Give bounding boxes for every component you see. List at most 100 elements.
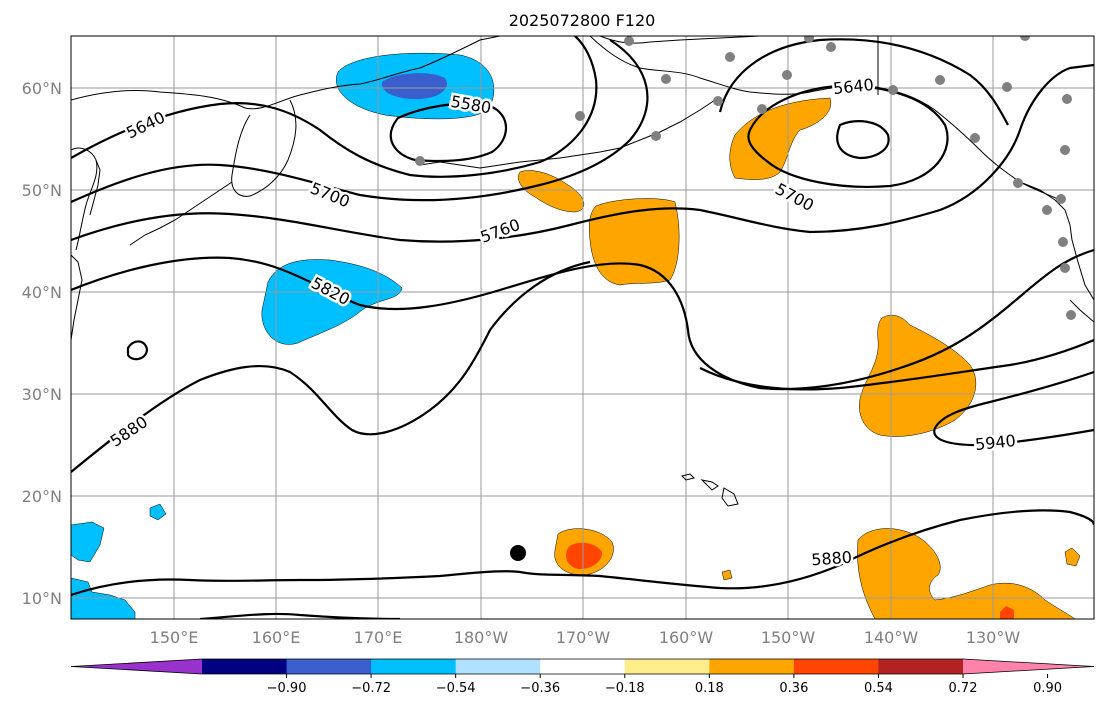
station-dot (1056, 194, 1066, 204)
coast-kamchatka (231, 99, 297, 197)
station-dot (970, 133, 980, 143)
colorbar-segment (878, 659, 964, 674)
anomaly-red-hawaii-south (566, 542, 603, 570)
station-dot (1002, 82, 1012, 92)
contour-label: 5880 (811, 548, 853, 570)
coast-hawaii (681, 473, 739, 507)
lat-tick-label: 60°N (22, 79, 62, 98)
lon-tick-label: 150°E (150, 628, 199, 647)
station-dot (1062, 94, 1072, 104)
lon-tick-label: 180°W (454, 628, 509, 647)
anomaly-darkblue-core (381, 73, 448, 100)
colorbar-segment (793, 659, 879, 674)
coast-mexico-east (1069, 299, 1094, 323)
station-dot (575, 111, 585, 121)
station-dot (713, 96, 723, 106)
station-markers (415, 36, 1076, 320)
station-dot (651, 131, 661, 141)
anomaly-red-southeast (1000, 606, 1014, 619)
station-dot (1042, 205, 1052, 215)
station-dot (415, 156, 425, 166)
coast-siberia (71, 36, 501, 110)
station-dot (757, 104, 767, 114)
colorbar-tick-label: −0.54 (436, 681, 476, 696)
lat-tick-label: 20°N (22, 487, 62, 506)
colorbar-segment (202, 659, 288, 674)
station-dot (782, 70, 792, 80)
colorbar-extend-high (963, 659, 1094, 674)
contour-5880-small-ring (126, 340, 149, 361)
station-dot (725, 52, 735, 62)
colorbar-outline (70, 658, 1095, 675)
lon-tick-label: 170°W (556, 628, 611, 647)
station-dot (826, 42, 836, 52)
station-dot (1013, 178, 1023, 188)
colorbar-segment (624, 659, 710, 674)
colorbar-tick-label: 0.18 (695, 681, 724, 696)
coast-bc (1019, 181, 1094, 301)
colorbar-segment (709, 659, 795, 674)
station-dot (661, 74, 671, 84)
contour-5820 (71, 248, 1094, 391)
lat-tick-label: 50°N (22, 181, 62, 200)
anomaly-orange-southeast (857, 528, 1076, 619)
lon-tick-label: 140°W (864, 628, 919, 647)
station-dot (935, 75, 945, 85)
station-dot (624, 36, 634, 46)
colorbar-segment (371, 659, 457, 674)
colorbar-tick-label: 0.72 (949, 681, 978, 696)
colorbar-tick-label: −0.36 (520, 681, 560, 696)
station-dot (1066, 310, 1076, 320)
anomaly-orange-small-south (721, 569, 733, 581)
storm-center-marker (510, 545, 526, 561)
latitude-labels: 60°N 50°N 40°N 30°N 20°N 10°N (22, 79, 62, 608)
map-frame (70, 35, 1095, 620)
coast-japan (71, 254, 83, 341)
graticule (71, 36, 1094, 619)
contour-5700-a (71, 39, 649, 204)
anomaly-orange-small-east (1064, 547, 1081, 567)
colorbar-segment (455, 659, 541, 674)
colorbar-segment (540, 659, 626, 674)
lon-tick-label: 150°W (761, 628, 816, 647)
contour-5700-east-ring (747, 84, 949, 188)
lon-tick-label: 160°W (659, 628, 714, 647)
anomaly-blue-west-3 (149, 503, 167, 521)
longitude-labels: 150°E 160°E 170°E 180°W 170°W 160°W 150°… (150, 628, 1021, 647)
contour-5940 (933, 370, 1094, 447)
contour-5640-line (71, 36, 598, 178)
lon-tick-label: 160°E (252, 628, 301, 647)
anomaly-blue-west-1 (71, 521, 105, 563)
station-dot (888, 85, 898, 95)
contour-5880-south (71, 509, 1094, 597)
contour-5880-east (699, 338, 1094, 391)
station-dot (1060, 263, 1070, 273)
colorbar (70, 658, 1095, 675)
station-dot (804, 36, 814, 43)
contour-5580-low-east (836, 120, 890, 160)
colorbar-tick-label: 0.90 (1033, 681, 1062, 696)
station-dot (1020, 36, 1030, 41)
contour-5760 (71, 63, 1094, 243)
colorbar-labels: −0.90 −0.72 −0.54 −0.36 −0.18 0.18 0.36 0.54 0.7… (267, 674, 1062, 696)
colorbar-segment (286, 659, 372, 674)
colorbar-extend-low (71, 659, 202, 674)
coast-sakhalin (89, 159, 101, 216)
station-dot (1060, 145, 1070, 155)
anomaly-blue-central (261, 259, 403, 345)
coast-aleutians (419, 99, 716, 169)
anomaly-orange-east (859, 314, 977, 437)
lon-tick-label: 130°W (966, 628, 1021, 647)
anomaly-orange-alaska (729, 97, 832, 180)
colorbar-tick-label: −0.18 (605, 681, 645, 696)
contour-5880-main (71, 260, 591, 473)
map-title: 2025072800 F120 (509, 11, 656, 30)
colorbar-tick-label: 0.36 (779, 681, 808, 696)
lat-tick-label: 40°N (22, 283, 62, 302)
contour-5640-east (718, 38, 1009, 126)
map-area: 5640 5580 5640 5700 5700 5760 5820 5880 … (71, 36, 1094, 619)
colorbar-tick-label: 0.54 (864, 681, 893, 696)
colorbar-tick-label: −0.90 (267, 681, 307, 696)
colorbar-tick-label: −0.72 (351, 681, 391, 696)
